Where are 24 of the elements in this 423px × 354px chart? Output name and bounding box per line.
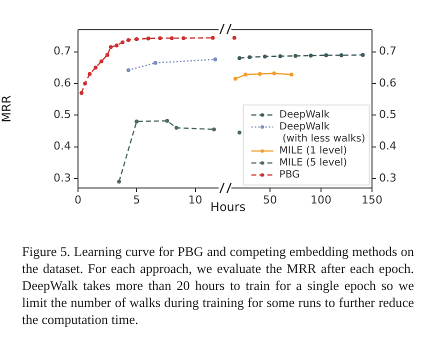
y-tick-label: 0.7 (54, 44, 71, 58)
x-tick-label: 150 (362, 193, 382, 206)
y-tick-label: 0.4 (54, 140, 71, 153)
y-tick-label: 0.4 (379, 140, 396, 153)
y-tick-label: 0.5 (379, 108, 396, 121)
y-tick-label: 0.3 (54, 171, 71, 184)
y-tick-label: 0.6 (54, 76, 71, 90)
x-tick-label: 50 (263, 193, 278, 206)
y-tick-label: 0.5 (54, 108, 71, 121)
x-tick-label: 10 (188, 193, 202, 206)
x-tick-label: 5 (133, 193, 140, 206)
y-tick-label: 0.3 (379, 171, 396, 184)
legend-label: MILE (1 level) (279, 146, 348, 157)
legend-label: MILE (5 level) (279, 158, 348, 169)
x-tick-label: 100 (310, 193, 332, 206)
legend-label: DeepWalk (with less walks) (279, 122, 366, 145)
legend-label: PBG (279, 170, 300, 181)
x-axis-title: Hours (210, 200, 246, 214)
x-tick-label: 0 (74, 193, 82, 206)
caption: Figure 5. Learning curve for PBG and competing embedding methods on the dataset. For each approach, we evaluate the MRR after each epoch. DeepWalk takes more than 20 hours to train for a single epoch so we limit the number of walks during training for some runs to further reduce the computation time. (22, 243, 414, 328)
y-axis-title: MRR (0, 95, 14, 122)
y-tick-label: 0.6 (379, 76, 396, 90)
legend-label: DeepWalk (279, 110, 330, 121)
y-tick-label: 0.7 (379, 44, 396, 58)
